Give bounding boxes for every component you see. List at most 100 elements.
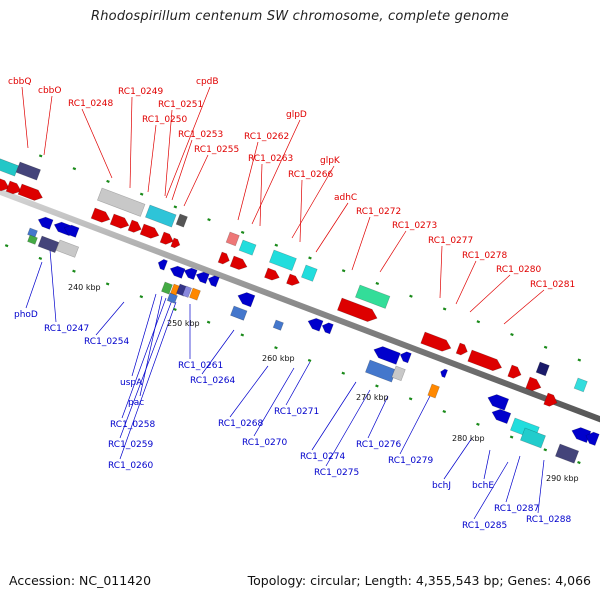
forward-gene-arrow[interactable] bbox=[286, 273, 301, 288]
forward-gene-arrow[interactable] bbox=[17, 183, 44, 203]
reverse-gene-label[interactable]: RC1_0279 bbox=[388, 456, 433, 466]
reverse-gene-label[interactable]: RC1_0254 bbox=[84, 337, 129, 347]
gene-box[interactable] bbox=[0, 157, 19, 177]
gene-box[interactable] bbox=[145, 204, 177, 228]
gene-box[interactable] bbox=[238, 239, 257, 256]
forward-gene-label[interactable]: RC1_0251 bbox=[158, 100, 203, 110]
forward-gene-arrow[interactable] bbox=[127, 219, 143, 235]
forward-gene-arrow[interactable] bbox=[159, 231, 175, 247]
forward-gene-arrow[interactable] bbox=[139, 223, 161, 241]
forward-gene-arrow[interactable] bbox=[337, 297, 379, 324]
reverse-gene-arrow[interactable] bbox=[486, 392, 510, 411]
reverse-gene-label[interactable]: RC1_0275 bbox=[314, 468, 359, 478]
reverse-gene-arrow[interactable] bbox=[206, 274, 220, 288]
gene-box[interactable] bbox=[225, 231, 240, 247]
reverse-gene-label[interactable]: RC1_0288 bbox=[526, 515, 571, 525]
reverse-gene-label[interactable]: RC1_0274 bbox=[300, 452, 345, 462]
reverse-gene-arrow[interactable] bbox=[236, 290, 256, 308]
reverse-gene-label[interactable]: phoD bbox=[14, 310, 38, 320]
reverse-gene-arrow[interactable] bbox=[439, 368, 448, 378]
reverse-gene-label[interactable]: bchE bbox=[472, 481, 494, 491]
forward-gene-label[interactable]: RC1_0281 bbox=[530, 280, 575, 290]
forward-gene-arrow[interactable] bbox=[5, 180, 23, 196]
forward-gene-label[interactable]: RC1_0253 bbox=[178, 130, 223, 140]
forward-gene-label[interactable]: cbbO bbox=[38, 86, 61, 96]
reverse-gene-label[interactable]: RC1_0276 bbox=[356, 440, 401, 450]
reverse-gene-label[interactable]: RC1_0270 bbox=[242, 438, 287, 448]
forward-gene-arrow[interactable] bbox=[507, 364, 523, 380]
gene-box[interactable] bbox=[573, 377, 588, 393]
reverse-gene-label[interactable]: RC1_0271 bbox=[274, 407, 319, 417]
gene-box[interactable] bbox=[427, 383, 440, 399]
forward-gene-arrow[interactable] bbox=[264, 267, 281, 282]
forward-gene-label[interactable]: RC1_0255 bbox=[194, 145, 239, 155]
forward-gene-arrow[interactable] bbox=[170, 237, 182, 249]
reverse-gene-arrow[interactable] bbox=[306, 316, 324, 332]
reverse-gene-arrow[interactable] bbox=[372, 344, 401, 365]
reverse-gene-arrow[interactable] bbox=[194, 270, 210, 284]
reverse-gene-arrow[interactable] bbox=[584, 430, 600, 446]
reverse-gene-label[interactable]: RC1_0260 bbox=[108, 461, 153, 471]
reverse-gene-label[interactable]: uspA bbox=[120, 378, 143, 388]
forward-gene-label[interactable]: cpdB bbox=[196, 77, 219, 87]
forward-gene-arrow[interactable] bbox=[420, 331, 453, 354]
forward-gene-arrow[interactable] bbox=[525, 376, 543, 393]
forward-gene-label[interactable]: RC1_0262 bbox=[244, 132, 289, 142]
gene-box[interactable] bbox=[535, 361, 550, 377]
forward-gene-label[interactable]: RC1_0272 bbox=[356, 207, 401, 217]
forward-gene-label[interactable]: RC1_0266 bbox=[288, 170, 333, 180]
reverse-gene-label[interactable]: RC1_0259 bbox=[108, 440, 153, 450]
gene-box[interactable] bbox=[37, 235, 60, 254]
forward-gene-arrow[interactable] bbox=[467, 349, 504, 373]
forward-gene-label[interactable]: RC1_0273 bbox=[392, 221, 437, 231]
reverse-gene-arrow[interactable] bbox=[398, 350, 412, 364]
gene-box[interactable] bbox=[97, 187, 146, 217]
reverse-gene-arrow[interactable] bbox=[490, 407, 512, 425]
forward-gene-arrow[interactable] bbox=[90, 207, 112, 225]
reverse-gene-arrow[interactable] bbox=[156, 258, 168, 271]
reverse-gene-label[interactable]: RC1_0285 bbox=[462, 521, 507, 531]
gene-box[interactable] bbox=[189, 287, 201, 301]
forward-gene-arrow[interactable] bbox=[109, 213, 131, 231]
gene-box[interactable] bbox=[230, 305, 248, 321]
gene-box[interactable] bbox=[55, 239, 80, 258]
forward-gene-arrow[interactable] bbox=[217, 251, 231, 266]
gene-box[interactable] bbox=[391, 365, 406, 382]
forward-gene-label[interactable]: RC1_0280 bbox=[496, 265, 541, 275]
reverse-gene-arrow[interactable] bbox=[570, 425, 592, 443]
gene-box[interactable] bbox=[269, 249, 297, 272]
forward-gene-label[interactable]: RC1_0248 bbox=[68, 99, 113, 109]
forward-gene-label[interactable]: RC1_0250 bbox=[142, 115, 187, 125]
reverse-gene-label[interactable]: RC1_0261 bbox=[178, 361, 223, 371]
forward-gene-arrow[interactable] bbox=[543, 392, 559, 408]
gene-box[interactable] bbox=[365, 359, 397, 383]
gene-box[interactable] bbox=[27, 234, 38, 245]
reverse-gene-label[interactable]: bchJ bbox=[432, 481, 451, 491]
gene-box[interactable] bbox=[182, 285, 192, 298]
reverse-gene-arrow[interactable] bbox=[320, 321, 334, 335]
forward-gene-label[interactable]: RC1_0277 bbox=[428, 236, 473, 246]
gene-box[interactable] bbox=[520, 427, 546, 449]
reverse-gene-arrow[interactable] bbox=[182, 266, 198, 280]
gene-box[interactable] bbox=[166, 292, 178, 304]
gene-box[interactable] bbox=[15, 161, 41, 181]
reverse-gene-arrow[interactable] bbox=[62, 223, 80, 238]
forward-gene-label[interactable]: RC1_0263 bbox=[248, 154, 293, 164]
forward-gene-label[interactable]: cbbQ bbox=[8, 77, 31, 87]
forward-gene-arrow[interactable] bbox=[229, 255, 249, 272]
forward-gene-label[interactable]: RC1_0278 bbox=[462, 251, 507, 261]
gene-box[interactable] bbox=[355, 284, 391, 309]
forward-gene-label[interactable]: glpK bbox=[320, 156, 341, 166]
gene-box[interactable] bbox=[301, 264, 318, 282]
forward-gene-label[interactable]: RC1_0249 bbox=[118, 87, 163, 97]
gene-box[interactable] bbox=[161, 281, 173, 295]
forward-gene-arrow[interactable] bbox=[455, 342, 469, 357]
reverse-gene-label[interactable]: RC1_0287 bbox=[494, 504, 539, 514]
reverse-gene-arrow[interactable] bbox=[168, 264, 186, 279]
reverse-gene-label[interactable]: RC1_0247 bbox=[44, 324, 89, 334]
reverse-gene-label[interactable]: pac bbox=[128, 398, 144, 408]
gene-box[interactable] bbox=[175, 213, 188, 228]
forward-gene-label[interactable]: glpD bbox=[286, 110, 307, 120]
forward-gene-arrow[interactable] bbox=[0, 177, 11, 193]
gene-box[interactable] bbox=[555, 443, 580, 464]
